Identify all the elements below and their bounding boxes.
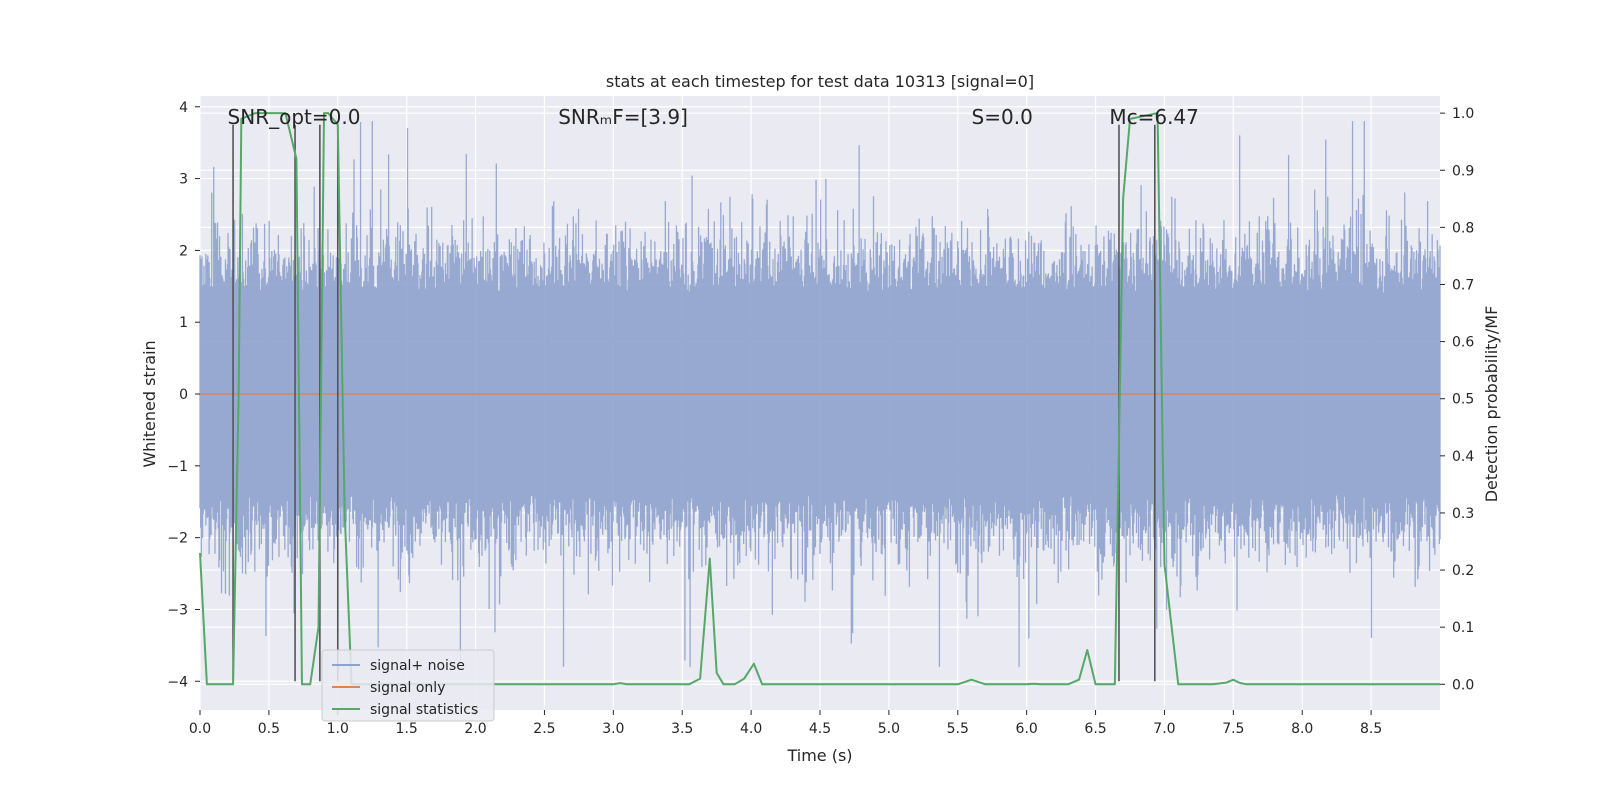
y-left-tick-label-5: 1 [179, 315, 188, 331]
x-tick-label-2: 1.0 [327, 721, 349, 737]
y-right-ticks: 0.0 0.1 0.2 0.3 0.4 0.5 0.6 0.7 0.8 0.9 1.0 [1440, 106, 1474, 693]
y-right-tick-label-4: 0.4 [1452, 449, 1474, 465]
legend: signal+ noise signal only signal statist… [321, 649, 495, 722]
y-right-tick-label-1: 0.1 [1452, 620, 1474, 636]
annotation-2: S=0.0 [972, 105, 1033, 129]
x-tick-label-8: 4.0 [740, 721, 762, 737]
annotation-0: SNR_opt=0.0 [228, 105, 361, 129]
y-right-tick-label-0: 0.0 [1452, 677, 1474, 693]
y-right-tick-label-9: 0.9 [1452, 163, 1474, 179]
y-left-tick-label-4: 0 [179, 387, 188, 403]
x-tick-label-1: 0.5 [258, 721, 280, 737]
x-tick-label-12: 6.0 [1016, 721, 1038, 737]
x-tick-label-11: 5.5 [947, 721, 969, 737]
x-tick-label-13: 6.5 [1084, 721, 1106, 737]
y-right-tick-label-10: 1.0 [1452, 106, 1474, 122]
legend-noise-label: signal+ noise [370, 658, 465, 674]
x-tick-label-15: 7.5 [1222, 721, 1244, 737]
x-tick-label-9: 4.5 [809, 721, 831, 737]
x-tick-label-17: 8.5 [1360, 721, 1382, 737]
legend-signal-label: signal only [370, 680, 445, 696]
x-tick-label-10: 5.0 [878, 721, 900, 737]
y-right-tick-label-2: 0.2 [1452, 563, 1474, 579]
y-right-tick-label-8: 0.8 [1452, 220, 1474, 236]
x-tick-label-14: 7.0 [1153, 721, 1175, 737]
annotation-1: SNRₘF=[3.9] [558, 105, 688, 129]
y-left-tick-label-0: −4 [167, 674, 188, 690]
x-tick-label-16: 8.0 [1291, 721, 1313, 737]
y-left-tick-label-3: −1 [167, 459, 188, 475]
statistics-line [199, 112, 1440, 686]
chart-title: stats at each timestep for test data 103… [606, 72, 1034, 91]
annotation-3: Mᴄ=6.47 [1109, 105, 1199, 129]
y-right-tick-label-6: 0.6 [1452, 335, 1474, 351]
x-tick-label-5: 2.5 [533, 721, 555, 737]
annotations: SNR_opt=0.0 SNRₘF=[3.9] S=0.0 Mᴄ=6.47 [228, 105, 1199, 129]
x-axis-label: Time (s) [786, 746, 852, 765]
y-left-tick-label-1: −3 [167, 602, 188, 618]
y-right-tick-label-5: 0.5 [1452, 392, 1474, 408]
x-tick-label-3: 1.5 [396, 721, 418, 737]
y-right-tick-label-7: 0.7 [1452, 277, 1474, 293]
y-right-tick-label-3: 0.3 [1452, 506, 1474, 522]
x-tick-label-6: 3.0 [602, 721, 624, 737]
x-tick-label-0: 0.0 [189, 721, 211, 737]
x-tick-label-7: 3.5 [671, 721, 693, 737]
legend-box [321, 649, 495, 722]
y-left-tick-label-2: −2 [167, 531, 188, 547]
statistics-series [199, 112, 1440, 686]
y-left-ticks: −4 −3 −2 −1 0 1 2 3 4 [167, 100, 200, 690]
x-tick-label-4: 2.0 [464, 721, 486, 737]
y-left-tick-label-7: 3 [179, 172, 188, 188]
y-left-tick-label-6: 2 [179, 243, 188, 259]
x-ticks: 0.0 0.5 1.0 1.5 2.0 2.5 3.0 3.5 4.0 4.5 5.0 5.5 6.0 6… [189, 710, 1382, 737]
legend-stats-label: signal statistics [370, 702, 478, 718]
y-left-axis-label: Whitened strain [140, 340, 159, 467]
y-right-axis-label: Detection probability/MF [1482, 306, 1501, 503]
y-left-tick-label-8: 4 [179, 100, 188, 116]
